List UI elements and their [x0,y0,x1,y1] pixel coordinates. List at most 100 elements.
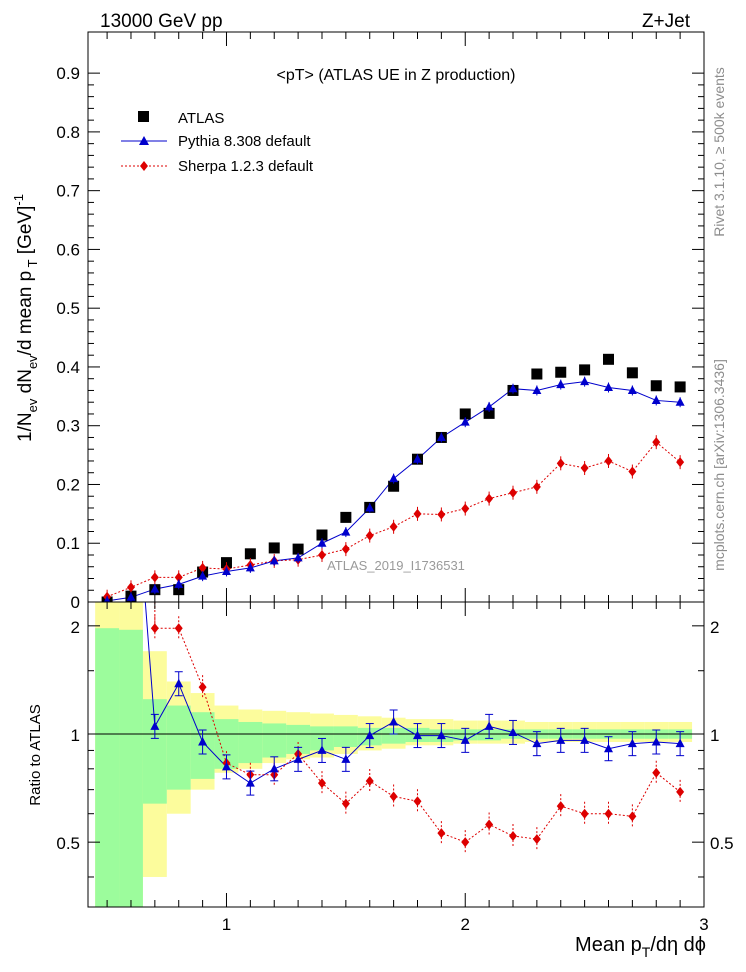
sherpa-point [556,458,565,469]
side-label-rivet: Rivet 3.1.10, ≥ 500k events [711,67,727,237]
atlas-point [316,529,328,541]
sherpa-point [174,572,183,583]
sherpa-point [126,582,135,593]
ratio-sherpa-point [150,623,159,634]
pythia-point [174,579,184,588]
sherpa-point [437,509,446,520]
ratio-sherpa-point [437,828,446,839]
legend: ATLAS Pythia 8.308 default Sherpa 1.2.3 … [121,110,314,175]
ratio-sherpa-point [174,623,183,634]
ratio-pythia-point [150,721,160,730]
pythia-point [412,454,422,463]
pythia-point [460,417,470,426]
atlas-point [388,480,400,492]
main-panel: 0 0.1 0.2 0.3 0.4 0.5 0.6 0.7 0.8 0.9 <pT> (ATLAS… [11,31,705,612]
band-inner [262,723,287,758]
atlas-point [531,368,543,380]
atlas-point [674,381,686,393]
pythia-point [436,432,446,441]
ratio-frame [87,601,705,908]
pythia-point [269,555,279,565]
ratio-sherpa-point [461,837,470,848]
sherpa-point [341,544,350,555]
legend-atlas-label: ATLAS [178,110,224,127]
main-ylabel: 1/Nev dNev/d mean p T [GeV]-1 [11,194,40,442]
ratio-sherpa-point [317,778,326,789]
ratio-pythia-point [436,730,446,740]
ratio-ylabel: Ratio to ATLAS [27,704,44,805]
ratio-y-tick-label: 1 [71,726,80,745]
band-inner [381,727,406,744]
y-tick-label: 0.2 [56,475,80,494]
atlas-point [579,364,591,376]
pythia-point [651,395,661,404]
ratio-pythia-point [508,727,518,736]
sherpa-point [628,466,637,477]
ratio-y-tick-label-right: 1 [710,726,719,745]
pythia-point [150,584,160,593]
x-tick-label: 2 [461,915,470,934]
ratio-y-tick-label-right: 2 [710,618,719,637]
ratio-sherpa-point [341,798,350,809]
sherpa-point [150,572,159,583]
ratio-pythia-point [293,754,303,763]
ratio-pythia-point [603,743,613,753]
atlas-point [268,542,280,554]
pythia-point [675,397,685,406]
atlas-point [555,366,567,378]
y-tick-label: 0 [71,593,80,612]
atlas-point [459,408,471,420]
atlas-point [173,584,185,596]
atlas-point [244,548,256,560]
band-inner [95,628,120,907]
ratio-sherpa-point [198,682,207,693]
sherpa-point [580,463,589,474]
y-tick-label: 0.4 [56,358,80,377]
pythia-point [221,566,231,575]
ratio-pythia-point [221,761,231,771]
ratio-sherpa-point [580,808,589,819]
legend-atlas-marker [138,111,149,122]
pythia-point [365,502,375,512]
pythia-point [532,385,542,394]
ratio-pythia-point [627,738,637,748]
ratio-sherpa-point [413,796,422,807]
atlas-point [650,380,662,392]
ratio-pythia-point [675,738,685,748]
ratio-sherpa-point [508,831,517,842]
band-inner [238,721,263,764]
pythia-point [484,401,494,411]
ratio-pythia-point [651,737,661,746]
sherpa-point [676,457,685,468]
ratio-sherpa-point [556,801,565,812]
legend-sherpa-label: Sherpa 1.2.3 default [178,158,314,175]
atlas-point [483,407,495,419]
pythia-point [508,383,518,393]
sherpa-point [389,521,398,532]
sherpa-point [365,530,374,541]
ratio-pythia-point [269,763,279,773]
y-tick-label: 0.5 [56,299,80,318]
sherpa-point [413,508,422,519]
y-tick-label: 0.9 [56,64,80,83]
sherpa-point [604,455,613,466]
y-tick-label: 0.3 [56,417,80,436]
side-label-mcplots: mcplots.cern.ch [arXiv:1306.3436] [711,359,727,571]
ratio-sherpa-point [389,791,398,802]
energy-label: 13000 GeV pp [100,11,223,32]
sherpa-point [508,487,517,498]
ratio-pythia-point [412,730,422,740]
ratio-y-tick-label: 0.5 [56,834,80,853]
ratio-sherpa-point [628,811,637,822]
pythia-point [245,562,255,572]
legend-pythia-label: Pythia 8.308 default [178,133,311,150]
ratio-pythia-point [580,735,590,744]
band-inner [142,699,167,804]
pythia-point [317,538,327,547]
ratio-sherpa-point [365,775,374,786]
watermark: ATLAS_2019_I1736531 [327,558,465,573]
ratio-pythia-point [532,738,542,748]
x-tick-label: 1 [222,915,231,934]
legend-sherpa-marker [140,161,148,171]
pythia-point [389,473,399,483]
